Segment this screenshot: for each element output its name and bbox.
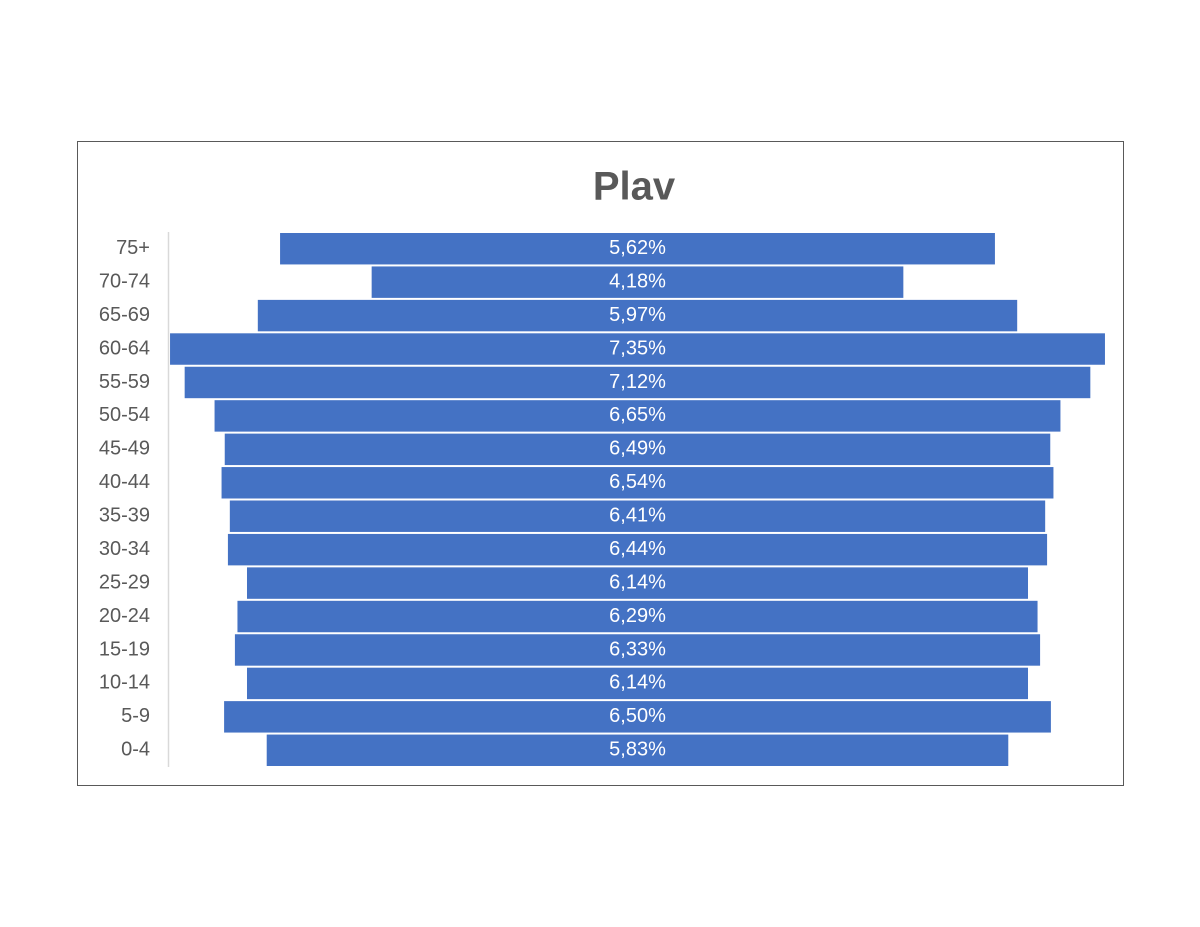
y-tick-label: 70-74 — [99, 270, 150, 292]
data-label: 5,83% — [609, 739, 666, 761]
bar — [227, 533, 1048, 566]
y-tick-label: 20-24 — [99, 605, 150, 627]
y-tick-label: 0-4 — [121, 739, 150, 761]
bar — [371, 266, 904, 298]
bar — [224, 701, 1051, 733]
data-label: 6,41% — [609, 505, 666, 527]
bar — [266, 734, 1009, 766]
data-label: 4,18% — [609, 270, 666, 292]
data-label: 6,54% — [609, 471, 666, 493]
y-tick-label: 65-69 — [99, 304, 150, 326]
y-tick-label: 45-49 — [99, 438, 150, 460]
bar — [234, 634, 1041, 666]
data-label: 6,44% — [609, 538, 666, 560]
y-tick-label: 10-14 — [99, 672, 150, 694]
data-label: 6,14% — [609, 672, 666, 694]
y-tick-label: 55-59 — [99, 371, 150, 393]
data-label: 6,33% — [609, 638, 666, 660]
data-label: 5,97% — [609, 304, 666, 326]
y-tick-label: 35-39 — [99, 505, 150, 527]
bar — [257, 299, 1018, 332]
y-tick-label: 15-19 — [99, 638, 150, 660]
bar — [246, 667, 1029, 700]
y-tick-label: 60-64 — [99, 337, 150, 359]
data-label: 7,35% — [609, 337, 666, 359]
bar — [237, 600, 1038, 633]
bar — [221, 467, 1054, 499]
data-label: 6,29% — [609, 605, 666, 627]
y-tick-label: 50-54 — [99, 404, 150, 426]
bar — [214, 400, 1061, 432]
bar — [280, 233, 995, 265]
y-tick-label: 5-9 — [121, 705, 150, 727]
data-label: 6,65% — [609, 404, 666, 426]
bar — [184, 366, 1091, 399]
bar — [246, 567, 1029, 599]
chart-title: Plav — [593, 165, 676, 209]
data-label: 5,62% — [609, 237, 666, 259]
data-label: 7,12% — [609, 371, 666, 393]
y-tick-label: 30-34 — [99, 538, 150, 560]
y-tick-label: 75+ — [116, 237, 150, 259]
bar — [224, 433, 1051, 466]
data-label: 6,50% — [609, 705, 666, 727]
bar — [229, 500, 1046, 532]
y-tick-label: 25-29 — [99, 571, 150, 593]
data-label: 6,14% — [609, 571, 666, 593]
bar — [170, 333, 1105, 365]
data-label: 6,49% — [609, 438, 666, 460]
y-tick-label: 40-44 — [99, 471, 150, 493]
